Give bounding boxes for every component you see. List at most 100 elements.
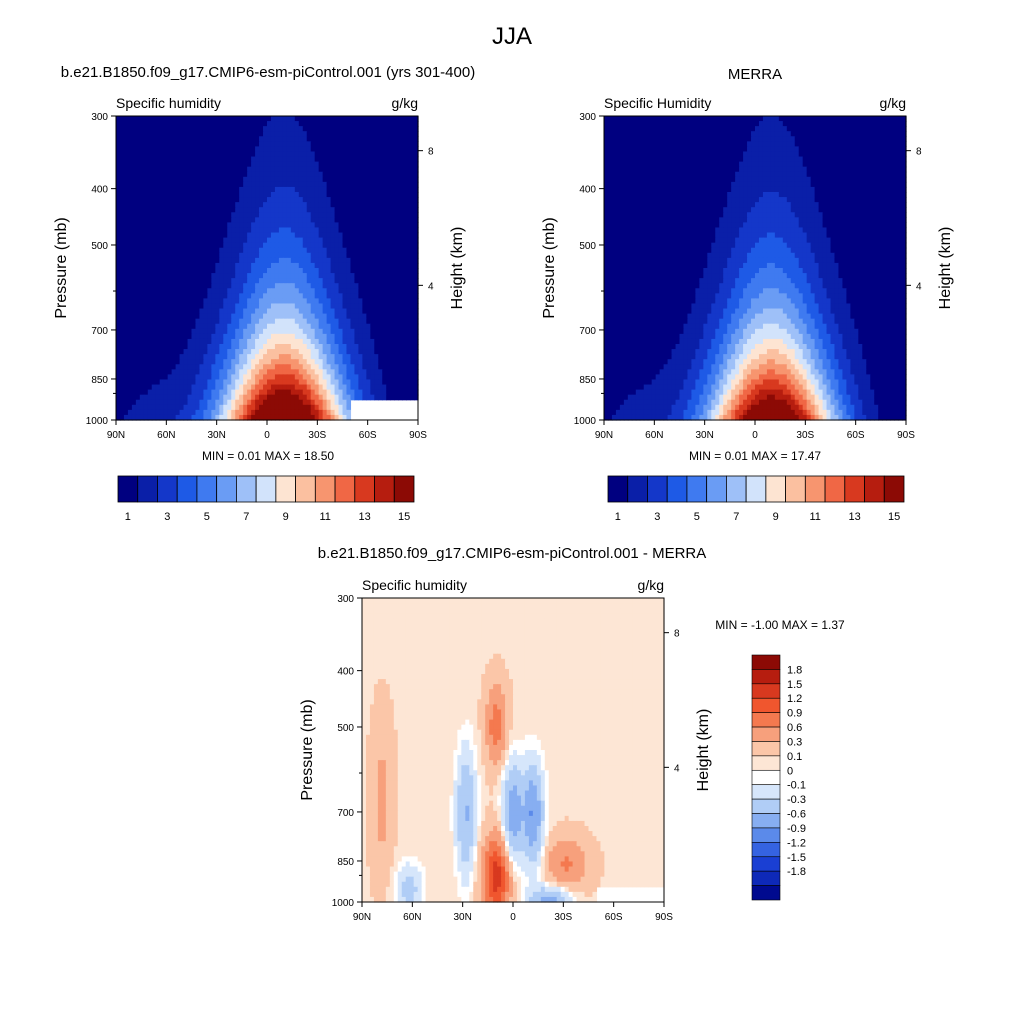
contour-cell [263,303,268,310]
contour-cell [139,328,145,335]
contour-cell [223,247,228,254]
contour-cell [143,192,149,198]
contour-cell [406,131,411,137]
contour-cell [199,126,205,132]
contour-cell [116,404,121,411]
contour-cell [338,116,344,122]
contour-cell [278,298,284,305]
contour-cell [334,404,340,411]
contour-cell [139,283,145,289]
contour-cell [270,156,276,163]
contour-cell [147,222,153,229]
contour-cell [183,354,189,360]
contour-cell [398,268,403,274]
contour-cell [318,268,324,274]
contour-cell [370,313,375,320]
contour-cell [402,252,407,259]
contour-cell [159,192,165,198]
contour-cell [326,192,332,198]
contour-cell [370,338,375,345]
contour-cell [378,344,383,350]
max-label: MAX = [264,449,300,463]
contour-cell [410,354,415,360]
contour-cell [306,349,312,355]
contour-cell [414,116,419,122]
contour-cell [294,379,300,386]
contour-cell [203,202,208,208]
contour-cell [235,146,240,153]
contour-cell [786,136,792,142]
contour-cell [183,161,189,168]
contour-cell [235,192,240,198]
contour-cell [251,318,256,325]
contour-cell [683,141,689,147]
contour-cell [330,278,336,284]
contour-cell [338,283,344,289]
contour-cell [267,414,272,421]
contour-cell [119,389,125,396]
contour-cell [402,161,407,168]
contour-cell [346,414,352,421]
contour-cell [390,298,395,305]
contour-cell [286,176,292,183]
contour-cell [203,247,208,254]
contour-cell [382,257,387,264]
contour-cell [147,171,153,178]
contour-cell [267,192,272,198]
contour-cell [183,313,189,320]
contour-cell [175,313,181,320]
contour-cell [187,202,193,208]
contour-cell [199,369,205,375]
contour-cell [318,293,324,299]
contour-cell [219,242,224,249]
contour-cell [135,161,141,168]
contour-cell [259,227,264,234]
contour-cell [143,121,149,127]
contour-cell [155,166,161,173]
contour-cell [231,283,236,289]
contour-cell [211,247,216,254]
contour-cell [338,237,344,244]
contour-cell [183,151,189,158]
contour-cell [338,166,344,173]
contour-cell [282,283,288,289]
colorbar-swatch [117,475,139,503]
contour-cell [179,313,185,320]
contour-cell [247,232,252,239]
contour-cell [211,237,216,244]
contour-cell [414,146,419,153]
contour-cell [255,278,260,284]
contour-cell [362,116,367,122]
contour-cell [390,262,395,269]
contour-cell [243,318,248,325]
contour-cell [398,369,403,375]
contour-cell [159,126,165,132]
contour-cell [143,384,149,391]
contour-cell [402,359,407,365]
contour-cell [235,278,240,284]
contour-cell [243,288,248,294]
contour-cell [231,126,236,132]
contour-cell [143,359,149,365]
contour-cell [219,379,224,386]
contour-cell [171,136,177,142]
contour-cell [278,141,284,147]
contour-cell [243,359,248,365]
contour-cell [338,303,344,310]
contour-cell [739,126,744,132]
contour-cell [143,212,149,218]
contour-cell [239,116,244,122]
contour-cell [386,384,391,391]
contour-cell [267,288,272,294]
contour-cell [131,318,137,325]
contour-cell [187,278,193,284]
contour-cell [215,202,220,208]
contour-cell [346,344,352,350]
contour-cell [623,136,629,142]
contour-cell [183,303,189,310]
contour-cell [330,176,336,183]
contour-cell [338,323,344,330]
contour-cell [386,288,391,294]
contour-cell [147,278,153,284]
contour-cell [318,328,324,335]
